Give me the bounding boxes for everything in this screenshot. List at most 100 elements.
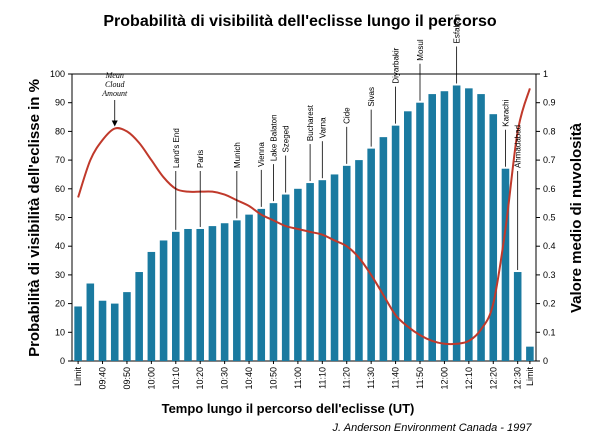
bar xyxy=(428,94,436,361)
annotation-word: Mean xyxy=(105,71,124,80)
x-tick-label: 12:00 xyxy=(439,367,449,390)
y-tick-label-left: 50 xyxy=(55,213,65,223)
bar xyxy=(404,111,412,361)
bar xyxy=(233,220,241,361)
bar xyxy=(489,114,498,362)
y-tick-label-left: 100 xyxy=(50,69,65,79)
y-tick-label-right: 0.8 xyxy=(543,126,556,136)
y-tick-label-right: 0.3 xyxy=(543,270,556,280)
bar xyxy=(208,226,217,361)
y-tick-label-left: 90 xyxy=(55,98,65,108)
annotation-city: Lake Balaton xyxy=(269,114,278,161)
y-tick-label-left: 70 xyxy=(55,155,65,165)
bar xyxy=(147,251,156,361)
bar xyxy=(355,160,363,361)
y-tick-label-right: 0.2 xyxy=(543,299,556,309)
bar xyxy=(184,228,192,361)
y-tick-label-left: 60 xyxy=(55,184,65,194)
x-tick-label: 11:30 xyxy=(366,367,376,389)
bar xyxy=(196,228,204,361)
x-axis-label: Tempo lungo il percorso dell'eclisse (UT… xyxy=(162,401,415,416)
y-tick-label-right: 0.6 xyxy=(543,184,556,194)
x-tick-label: 11:10 xyxy=(317,367,327,389)
annotation-mean-cloud-amount: Mean Cloud Amount xyxy=(101,71,128,98)
annotation-city: Diyarbakir xyxy=(392,47,401,83)
bar xyxy=(477,94,485,361)
x-tick-label: 10:20 xyxy=(195,367,205,390)
annotation-city: Paris xyxy=(196,150,205,168)
x-tick-label: 12:20 xyxy=(488,367,498,390)
bar xyxy=(245,214,253,361)
x-tick-label: 12:30 xyxy=(513,367,523,390)
bar xyxy=(367,148,375,361)
bar xyxy=(294,188,302,361)
bar xyxy=(465,88,473,361)
bar xyxy=(501,168,510,361)
bar xyxy=(159,240,168,361)
y-tick-label-right: 0.1 xyxy=(543,327,556,337)
y-tick-label-right: 0.5 xyxy=(543,213,556,223)
annotation-city: Bucharest xyxy=(306,104,315,141)
bar xyxy=(452,85,461,361)
bar xyxy=(135,272,143,361)
bar xyxy=(98,300,107,361)
annotation-city: Varna xyxy=(318,117,327,138)
chart-title: Probabilità di visibilità dell'eclisse l… xyxy=(103,13,496,30)
bar xyxy=(513,272,522,361)
bar xyxy=(379,137,388,361)
bar xyxy=(257,208,266,361)
bar xyxy=(281,194,290,361)
x-tick-label: 10:40 xyxy=(244,367,254,390)
x-tick-label: 10:50 xyxy=(268,367,278,390)
x-tick-label: 11:40 xyxy=(391,367,401,389)
bar xyxy=(342,165,351,361)
bar xyxy=(220,223,229,361)
y-axis-label-left: Probabilità di visibilità dell'eclisse i… xyxy=(26,79,43,357)
y-axis-label-right: Valore medio di nuvolosità xyxy=(568,122,585,313)
y-tick-label-left: 80 xyxy=(55,126,65,136)
bar xyxy=(123,292,131,361)
x-tick-label: 09:50 xyxy=(122,367,132,390)
annotation-city: Sivas xyxy=(367,87,376,107)
bar xyxy=(318,180,327,361)
annotation-city: Esfahan xyxy=(453,14,462,43)
x-tick-label: 09:40 xyxy=(98,367,108,390)
annotation-city: Karachi xyxy=(501,99,510,126)
annotation-city: Mosul xyxy=(416,39,425,61)
bar xyxy=(416,102,424,361)
x-tick-label: Limit xyxy=(73,367,83,387)
y-tick-label-left: 30 xyxy=(55,270,65,280)
x-tick-label: 10:30 xyxy=(220,367,230,390)
x-tick-label: 12:10 xyxy=(464,367,474,390)
bar xyxy=(330,174,339,361)
y-tick-label-right: 1 xyxy=(543,69,548,79)
annotation-city: Cide xyxy=(343,107,352,124)
y-tick-label-left: 10 xyxy=(55,327,65,337)
annotation-arrowhead xyxy=(111,120,118,127)
x-tick-label: 11:00 xyxy=(293,367,303,389)
y-tick-label-right: 0.4 xyxy=(543,241,556,251)
x-tick-label: Limit xyxy=(525,367,535,387)
bar xyxy=(172,231,180,361)
annotation-city: Szeged xyxy=(282,125,291,152)
x-tick-label: 10:10 xyxy=(171,367,181,390)
annotation-city: Vienna xyxy=(257,142,266,167)
bar xyxy=(110,303,119,361)
bar xyxy=(391,125,400,361)
bar xyxy=(440,91,449,361)
y-tick-label-left: 0 xyxy=(60,356,65,366)
credit-text: J. Anderson Environment Canada - 1997 xyxy=(332,422,533,434)
annotation-city: Munich xyxy=(233,142,242,168)
bar xyxy=(526,346,534,361)
x-tick-label: 11:20 xyxy=(342,367,352,389)
y-tick-label-left: 20 xyxy=(55,299,65,309)
x-tick-label: 10:00 xyxy=(146,367,156,390)
annotation-word: Cloud xyxy=(105,80,126,89)
annotation-city: Ahmadabad xyxy=(514,125,523,168)
y-tick-label-left: 40 xyxy=(55,241,65,251)
y-tick-label-right: 0 xyxy=(543,356,548,366)
bar xyxy=(269,203,278,361)
bar xyxy=(306,183,314,361)
bar xyxy=(86,283,95,361)
